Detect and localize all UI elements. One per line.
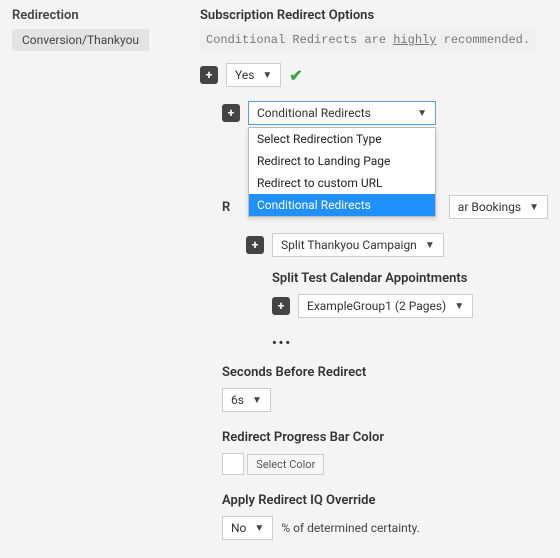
chevron-down-icon: ▼ xyxy=(417,108,427,119)
chevron-down-icon: ▼ xyxy=(529,202,539,213)
chevron-down-icon: ▼ xyxy=(425,240,435,251)
expand-icon[interactable]: + xyxy=(246,236,264,254)
redirect-type-dropdown: Select Redirection Type Redirect to Land… xyxy=(248,127,436,217)
override-title: Apply Redirect IQ Override xyxy=(222,493,548,508)
hint-post: recommended. xyxy=(436,33,530,47)
chevron-down-icon: ▼ xyxy=(252,395,262,406)
seconds-select[interactable]: 6s ▼ xyxy=(222,388,271,412)
redirect-type-select[interactable]: Conditional Redirects ▼ xyxy=(248,101,436,125)
dropdown-option-selected[interactable]: Conditional Redirects xyxy=(249,194,435,216)
override-value: No xyxy=(231,521,246,535)
split-campaign-select[interactable]: Split Thankyou Campaign ▼ xyxy=(272,233,444,257)
hint-highlight: highly xyxy=(393,33,436,47)
enable-redirect-value: Yes xyxy=(235,68,254,82)
sidebar: Redirection Conversion/Thankyou xyxy=(12,8,182,558)
seconds-value: 6s xyxy=(231,393,244,407)
bookings-value: ar Bookings xyxy=(458,200,521,214)
dropdown-option[interactable]: Redirect to custom URL xyxy=(249,172,435,194)
sidebar-title: Redirection xyxy=(12,8,182,23)
more-options-icon[interactable]: ••• xyxy=(272,336,292,351)
bookings-select[interactable]: ar Bookings ▼ xyxy=(449,195,548,219)
split-test-title: Split Test Calendar Appointments xyxy=(272,271,548,286)
progress-color-title: Redirect Progress Bar Color xyxy=(222,430,548,445)
enable-redirect-select[interactable]: Yes ▼ xyxy=(226,63,281,87)
split-campaign-value: Split Thankyou Campaign xyxy=(281,238,417,252)
color-swatch[interactable] xyxy=(222,453,244,475)
seconds-title: Seconds Before Redirect xyxy=(222,365,548,380)
redirect-type-value: Conditional Redirects xyxy=(257,106,371,120)
chevron-down-icon: ▼ xyxy=(454,301,464,312)
dropdown-option[interactable]: Redirect to Landing Page xyxy=(249,150,435,172)
override-select[interactable]: No ▼ xyxy=(222,516,273,540)
dropdown-option[interactable]: Select Redirection Type xyxy=(249,128,435,150)
hint-text: Conditional Redirects are highly recomme… xyxy=(200,29,536,51)
hint-pre: Conditional Redirects are xyxy=(206,33,393,47)
select-color-button[interactable]: Select Color xyxy=(247,454,324,475)
split-test-value: ExampleGroup1 (2 Pages) xyxy=(307,299,446,313)
split-test-select[interactable]: ExampleGroup1 (2 Pages) ▼ xyxy=(298,294,473,318)
expand-icon[interactable]: + xyxy=(200,66,218,84)
check-icon: ✔ xyxy=(289,66,302,85)
expand-icon[interactable]: + xyxy=(222,104,240,122)
expand-icon[interactable]: + xyxy=(272,297,290,315)
bookings-label-partial-left: R xyxy=(222,200,230,215)
sidebar-item-conversion[interactable]: Conversion/Thankyou xyxy=(12,29,149,51)
section-title: Subscription Redirect Options xyxy=(200,8,548,23)
chevron-down-icon: ▼ xyxy=(262,70,272,81)
main-panel: Subscription Redirect Options Conditiona… xyxy=(200,8,548,558)
chevron-down-icon: ▼ xyxy=(254,523,264,534)
override-suffix: % of determined certainty. xyxy=(281,521,420,535)
